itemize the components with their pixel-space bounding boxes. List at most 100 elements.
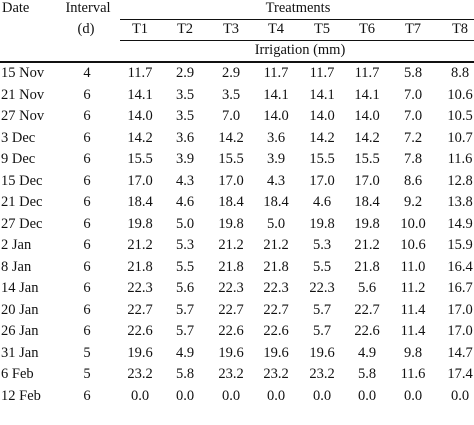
row-value-t4: 3.6: [266, 130, 286, 146]
row-date: 15 Nov: [1, 65, 45, 81]
row-value-t5: 14.2: [309, 130, 335, 146]
row-interval: 4: [83, 65, 91, 81]
row-value-t2: 4.3: [175, 173, 195, 189]
row-value-t5: 14.0: [309, 108, 335, 124]
row-value-t6: 4.9: [357, 345, 377, 361]
row-value-t6: 5.6: [357, 280, 377, 296]
header-treatments: Treatments: [265, 0, 331, 16]
row-value-t4: 11.7: [263, 65, 289, 81]
row-value-t5: 17.0: [309, 173, 335, 189]
row-value-t3: 21.8: [218, 259, 244, 275]
row-value-t1: 19.8: [127, 216, 153, 232]
row-value-t3: 14.2: [218, 130, 244, 146]
row-value-t1: 21.2: [127, 237, 153, 253]
row-value-t5: 23.2: [309, 366, 335, 382]
row-value-t3: 23.2: [218, 366, 244, 382]
row-value-t7: 10.0: [400, 216, 426, 232]
row-interval: 6: [83, 388, 91, 404]
row-value-t5: 5.7: [312, 302, 332, 318]
row-value-t4: 19.6: [263, 345, 289, 361]
row-value-t8: 17.4: [447, 366, 473, 382]
row-value-t6: 22.6: [354, 323, 380, 339]
row-value-t4: 22.3: [263, 280, 289, 296]
row-value-t8: 10.5: [447, 108, 473, 124]
row-date: 6 Feb: [1, 366, 34, 382]
row-value-t7: 11.4: [400, 302, 426, 318]
row-value-t1: 19.6: [127, 345, 153, 361]
row-value-t3: 15.5: [218, 151, 244, 167]
header-treatment-col: T6: [358, 21, 376, 37]
row-value-t8: 14.7: [447, 345, 473, 361]
row-value-t3: 2.9: [221, 65, 241, 81]
row-value-t3: 3.5: [221, 87, 241, 103]
row-value-t1: 22.6: [127, 323, 153, 339]
row-interval: 5: [83, 366, 91, 382]
header-treatment-col: T8: [451, 21, 469, 37]
row-value-t4: 21.2: [263, 237, 289, 253]
row-value-t2: 4.6: [175, 194, 195, 210]
row-date: 31 Jan: [1, 345, 39, 361]
row-value-t2: 3.5: [175, 87, 195, 103]
header-date: Date: [2, 0, 30, 16]
row-date: 26 Jan: [1, 323, 39, 339]
row-value-t3: 22.6: [218, 323, 244, 339]
row-date: 21 Nov: [1, 87, 45, 103]
row-value-t5: 11.7: [309, 65, 335, 81]
row-date: 14 Jan: [1, 280, 39, 296]
row-value-t3: 0.0: [221, 388, 241, 404]
row-value-t6: 14.2: [354, 130, 380, 146]
row-value-t5: 19.8: [309, 216, 335, 232]
row-value-t3: 18.4: [218, 194, 244, 210]
row-value-t2: 3.5: [175, 108, 195, 124]
row-value-t8: 15.9: [447, 237, 473, 253]
row-value-t1: 22.7: [127, 302, 153, 318]
row-value-t6: 14.0: [354, 108, 380, 124]
row-value-t8: 12.8: [447, 173, 473, 189]
row-value-t2: 5.0: [175, 216, 195, 232]
row-interval: 6: [83, 87, 91, 103]
row-value-t2: 0.0: [175, 388, 195, 404]
row-value-t6: 11.7: [354, 65, 380, 81]
row-value-t7: 11.0: [400, 259, 426, 275]
row-interval: 6: [83, 130, 91, 146]
row-interval: 5: [83, 345, 91, 361]
row-value-t1: 23.2: [127, 366, 153, 382]
row-value-t4: 0.0: [266, 388, 286, 404]
row-value-t6: 0.0: [357, 388, 377, 404]
header-treatment-col: T1: [131, 21, 149, 37]
header-treatment-col: T2: [176, 21, 194, 37]
row-value-t5: 22.3: [309, 280, 335, 296]
row-value-t3: 19.8: [218, 216, 244, 232]
row-value-t4: 22.6: [263, 323, 289, 339]
row-value-t4: 21.8: [263, 259, 289, 275]
header-treatment-col: T3: [222, 21, 240, 37]
row-value-t1: 17.0: [127, 173, 153, 189]
row-value-t8: 14.9: [447, 216, 473, 232]
row-value-t5: 19.6: [309, 345, 335, 361]
row-value-t6: 21.8: [354, 259, 380, 275]
row-value-t8: 0.0: [450, 388, 470, 404]
row-interval: 6: [83, 151, 91, 167]
row-interval: 6: [83, 280, 91, 296]
row-value-t1: 0.0: [130, 388, 150, 404]
row-value-t8: 16.7: [447, 280, 473, 296]
row-value-t5: 0.0: [312, 388, 332, 404]
row-value-t7: 7.0: [403, 87, 423, 103]
row-value-t5: 4.6: [312, 194, 332, 210]
row-date: 9 Dec: [1, 151, 36, 167]
row-value-t4: 14.0: [263, 108, 289, 124]
row-value-t4: 23.2: [263, 366, 289, 382]
row-interval: 6: [83, 237, 91, 253]
row-value-t4: 22.7: [263, 302, 289, 318]
row-value-t8: 13.8: [447, 194, 473, 210]
row-value-t2: 4.9: [175, 345, 195, 361]
row-value-t4: 3.9: [266, 151, 286, 167]
row-value-t8: 17.0: [447, 323, 473, 339]
header-interval: Interval: [65, 0, 111, 16]
treatments-rule: [120, 19, 474, 20]
row-value-t7: 11.6: [400, 366, 426, 382]
row-date: 8 Jan: [1, 259, 32, 275]
header-treatment-col: T4: [267, 21, 285, 37]
row-value-t8: 10.6: [447, 87, 473, 103]
row-value-t7: 9.8: [403, 345, 423, 361]
